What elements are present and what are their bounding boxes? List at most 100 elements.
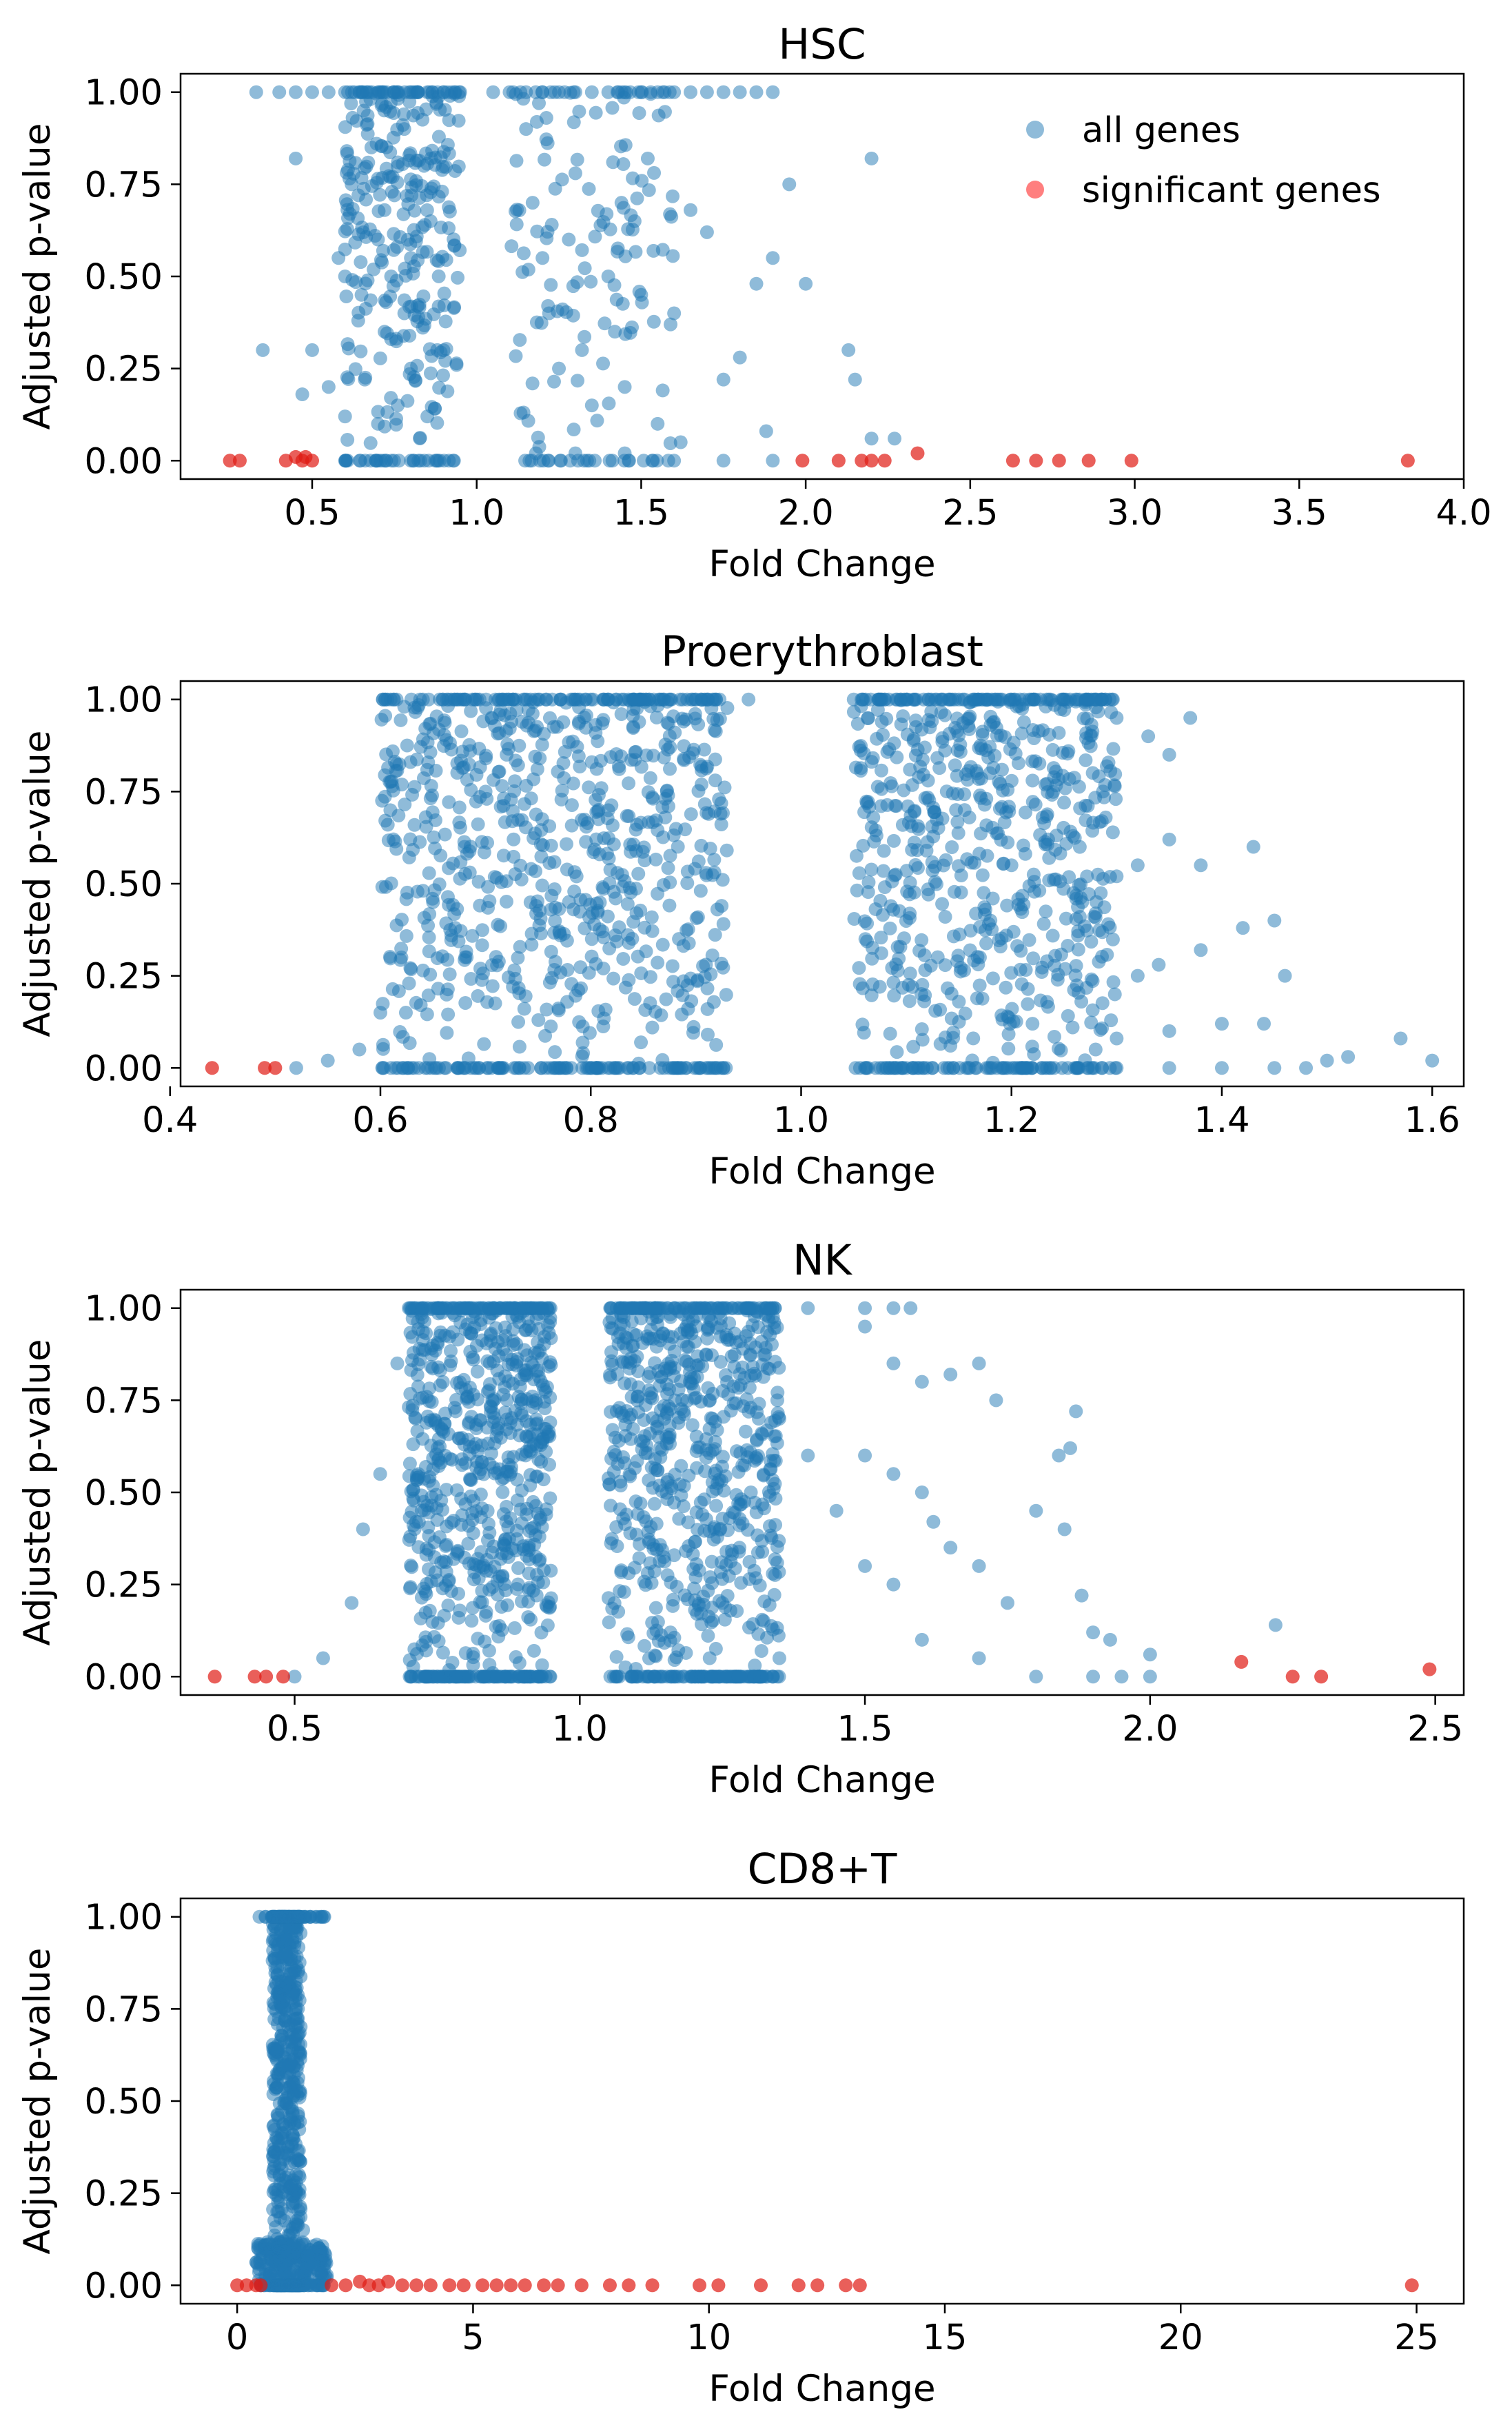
point-significant-overlap [362,2278,376,2293]
point-all-genes [481,1061,496,1075]
point-all-genes [540,136,555,150]
point-all-genes [360,117,374,132]
point-all-genes [868,902,883,916]
point-all-genes [596,713,611,727]
point-all-genes [1214,1017,1229,1031]
point-all-genes [1063,1441,1077,1455]
x-tick-label: 0.8 [563,1100,619,1141]
point-all-genes [1061,1061,1075,1075]
point-all-genes [768,1568,782,1582]
point-all-genes [1065,1020,1080,1035]
point-all-genes [566,776,580,791]
point-all-genes [509,703,524,718]
point-all-genes [484,711,499,726]
point-all-genes [1004,692,1019,707]
point-all-genes [458,950,473,964]
point-all-genes [443,923,458,937]
point-all-genes [559,1061,573,1075]
point-all-genes [666,249,680,263]
point-all-genes [614,1306,629,1321]
point-all-genes [661,1430,675,1445]
point-all-genes [680,876,695,891]
point-all-genes [414,1503,429,1518]
point-all-genes [463,744,478,758]
point-all-genes [602,1477,617,1492]
point-all-genes [1057,795,1072,810]
point-all-genes [602,454,617,468]
point-all-genes [449,1670,463,1684]
point-all-genes [654,1008,668,1022]
point-all-genes [391,398,405,413]
point-all-genes [413,432,427,446]
point-all-genes [509,217,524,232]
point-all-genes [605,101,620,115]
point-all-genes [603,1301,617,1315]
point-all-genes [513,333,527,347]
point-all-genes [662,762,677,776]
x-tick-label: 1.2 [983,1100,1039,1141]
point-all-genes [542,856,557,871]
point-all-genes [596,961,611,975]
point-all-genes [633,1497,648,1511]
point-all-genes [343,207,357,221]
point-all-genes [883,775,898,790]
point-all-genes [754,1644,768,1659]
point-all-genes [911,1061,926,1075]
point-all-genes [390,1356,405,1370]
point-all-genes [1072,910,1087,924]
y-tick-label: 0.00 [84,441,163,482]
point-all-genes [950,815,965,829]
point-all-genes [531,692,545,707]
point-all-genes [458,840,472,854]
point-all-genes [525,196,540,210]
point-all-genes [502,85,517,99]
point-all-genes [679,712,693,727]
point-all-genes [547,962,562,977]
point-all-genes [564,798,579,812]
point-all-genes [1101,917,1116,931]
point-all-genes [584,398,599,413]
point-all-genes [422,866,436,880]
point-all-genes [269,2220,283,2234]
points-group [230,1909,1419,2293]
point-significant-genes [1052,454,1066,468]
point-all-genes [422,1562,436,1576]
point-all-genes [471,1392,485,1407]
point-all-genes [721,1387,735,1401]
point-all-genes [704,967,718,982]
point-all-genes [540,1599,554,1614]
point-all-genes [606,971,621,986]
point-significant-overlap [1285,1670,1300,1684]
point-all-genes [699,692,714,707]
point-all-genes [519,778,533,793]
point-all-genes [432,381,447,395]
point-all-genes [590,414,604,428]
point-all-genes [686,1301,701,1315]
point-all-genes [519,1363,533,1377]
point-all-genes [943,1367,958,1381]
point-all-genes [657,750,671,764]
point-all-genes [1056,882,1071,896]
point-all-genes [440,987,454,1002]
point-all-genes [405,1560,419,1574]
point-all-genes [699,225,714,239]
point-all-genes [1014,977,1029,991]
point-all-genes [405,1330,420,1344]
point-all-genes [1194,858,1208,873]
point-all-genes [433,1328,447,1343]
point-all-genes [498,1369,512,1383]
point-all-genes [505,1352,520,1367]
point-all-genes [526,1494,540,1509]
point-all-genes [892,904,907,918]
point-significant-genes [230,2278,245,2293]
point-all-genes [663,436,677,450]
point-all-genes [469,1421,484,1436]
point-all-genes [714,817,728,831]
point-all-genes [499,894,513,909]
point-all-genes [387,188,402,203]
point-all-genes [733,85,747,99]
point-all-genes [886,1467,901,1481]
point-all-genes [715,1450,730,1464]
point-all-genes [431,269,446,283]
